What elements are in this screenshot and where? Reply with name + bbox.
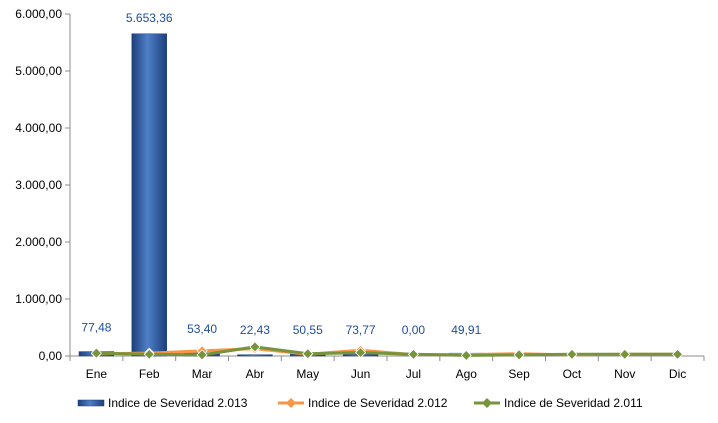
y-tick-label: 1.000,00 xyxy=(15,292,62,306)
legend: Indice de Severidad 2.013 Indice de Sever… xyxy=(77,396,643,410)
y-tick-label: 5.000,00 xyxy=(15,64,62,78)
series-point xyxy=(196,349,208,361)
legend-label: Indice de Severidad 2.011 xyxy=(504,396,643,410)
x-tick-label: Ago xyxy=(456,367,478,381)
line-series xyxy=(90,341,684,361)
legend-label: Indice de Severidad 2.012 xyxy=(308,396,448,410)
series-point xyxy=(513,349,525,361)
series-point xyxy=(249,341,261,353)
data-label: 53,40 xyxy=(187,322,217,336)
data-label: 50,55 xyxy=(293,323,323,337)
x-tick-label: Dic xyxy=(669,367,686,381)
x-tick-label: Nov xyxy=(614,367,635,381)
x-tick-label: Oct xyxy=(563,367,582,381)
axes: 0,00 1.000,00 2.000,00 3.000,00 4.000,00 5.00… xyxy=(15,7,705,381)
x-tick-label: May xyxy=(296,367,319,381)
series-point xyxy=(302,348,314,360)
data-labels: 77,48 5.653,36 53,40 22,43 50,55 73,77 0,00 49,… xyxy=(81,11,481,337)
data-label: 22,43 xyxy=(240,323,270,337)
series-point xyxy=(90,347,102,359)
series-line xyxy=(96,345,678,357)
bar xyxy=(237,354,273,357)
series-point xyxy=(460,349,472,361)
data-label: 49,91 xyxy=(451,323,481,337)
data-label: 5.653,36 xyxy=(126,11,173,25)
series-point xyxy=(619,348,631,360)
y-tick-label: 2.000,00 xyxy=(15,235,62,249)
bar-series xyxy=(78,33,484,357)
legend-swatch xyxy=(77,399,105,407)
y-tick-label: 3.000,00 xyxy=(15,178,62,192)
y-tick-label: 6.000,00 xyxy=(15,7,62,21)
legend-label: Indice de Severidad 2.013 xyxy=(108,396,248,410)
x-tick-label: Jul xyxy=(406,367,421,381)
x-tick-label: Feb xyxy=(139,367,160,381)
series-point xyxy=(355,347,367,359)
series-point xyxy=(672,348,684,360)
x-tick-label: Sep xyxy=(508,367,530,381)
x-tick-label: Mar xyxy=(192,367,213,381)
series-point xyxy=(407,348,419,360)
legend-swatch-marker xyxy=(286,398,296,408)
bar xyxy=(131,33,167,357)
series-point xyxy=(566,348,578,360)
x-tick-label: Jun xyxy=(351,367,370,381)
x-tick-label: Abr xyxy=(246,367,265,381)
y-tick-label: 4.000,00 xyxy=(15,121,62,135)
series-point xyxy=(143,348,155,360)
legend-swatch-marker xyxy=(482,398,492,408)
data-label: 73,77 xyxy=(346,323,376,337)
data-label: 0,00 xyxy=(402,323,426,337)
data-label: 77,48 xyxy=(81,321,111,335)
y-tick-label: 0,00 xyxy=(39,349,63,363)
x-tick-label: Ene xyxy=(86,367,108,381)
